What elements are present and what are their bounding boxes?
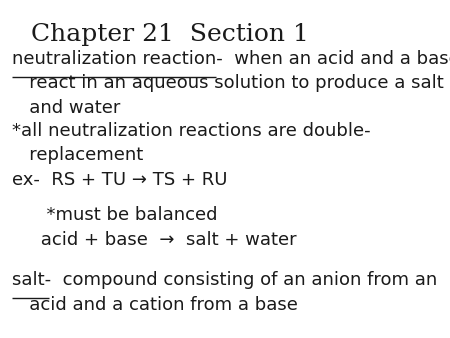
Text: acid + base  →  salt + water: acid + base → salt + water [12, 231, 296, 249]
Text: salt-: salt- [12, 271, 51, 289]
Text: neutralization reaction-: neutralization reaction- [12, 50, 222, 68]
Text: *all neutralization reactions are double-
   replacement: *all neutralization reactions are double… [12, 122, 370, 164]
Text: Chapter 21  Section 1: Chapter 21 Section 1 [32, 23, 309, 46]
Text: neutralization reaction-  when an acid and a base
   react in an aqueous solutio: neutralization reaction- when an acid an… [12, 50, 450, 117]
Text: ex-  RS + TU → TS + RU: ex- RS + TU → TS + RU [12, 171, 227, 189]
Text: salt-  compound consisting of an anion from an
   acid and a cation from a base: salt- compound consisting of an anion fr… [12, 271, 437, 314]
Text: *must be balanced: *must be balanced [12, 206, 217, 224]
